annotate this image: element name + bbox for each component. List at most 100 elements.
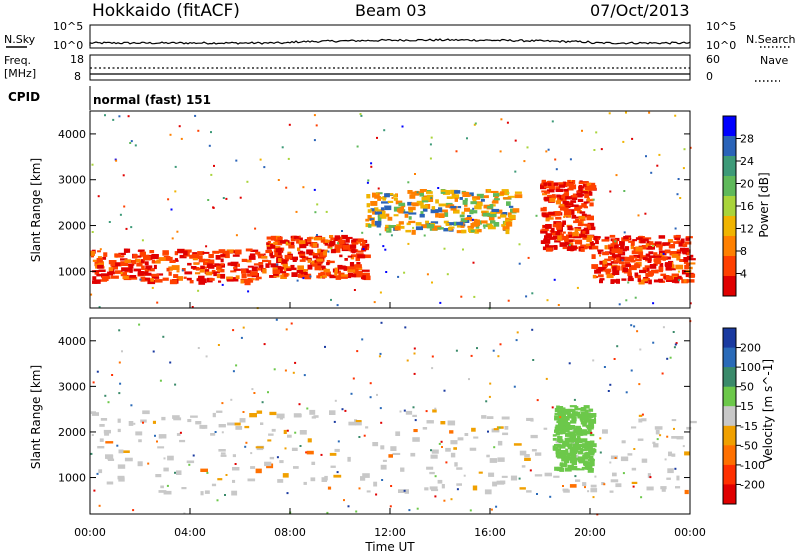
power-cell — [599, 254, 601, 257]
power-cell — [431, 281, 433, 284]
power-cell — [299, 243, 307, 249]
power-cell — [205, 271, 213, 276]
power-colorbar-label-1: 8 — [740, 245, 747, 258]
power-cell — [578, 188, 584, 192]
power-cell — [634, 296, 637, 299]
power-cell — [525, 295, 528, 298]
power-cell — [320, 271, 325, 275]
power-colorbar-label-5: 24 — [740, 155, 754, 168]
power-cell — [197, 129, 200, 132]
velocity-cell — [589, 440, 595, 445]
velocity-cell — [557, 443, 561, 448]
velocity-cell — [163, 467, 169, 472]
power-cell — [314, 265, 322, 271]
power-cell — [170, 208, 173, 211]
power-cell — [422, 200, 429, 203]
power-cell — [241, 268, 247, 274]
velocity-cell — [489, 458, 498, 463]
power-cell — [266, 236, 275, 240]
velocity-cell — [232, 454, 236, 458]
power-cell — [134, 258, 141, 263]
power-cell — [130, 226, 133, 229]
power-cell — [676, 255, 681, 261]
velocity-cell — [211, 483, 217, 487]
power-colorbar-swatch — [723, 276, 736, 297]
power-cell — [548, 185, 555, 190]
velocity-cell — [638, 414, 643, 417]
velocity-cell — [627, 453, 633, 456]
power-cell — [658, 247, 663, 251]
velocity-cell — [554, 444, 559, 447]
power-cell — [220, 258, 224, 263]
power-cell — [490, 211, 496, 214]
power-cell — [628, 240, 635, 243]
velocity-cell — [363, 434, 366, 437]
power-cell — [660, 273, 667, 276]
power-cell — [645, 155, 647, 158]
power-cell — [627, 281, 630, 284]
velocity-cell — [140, 419, 147, 423]
power-cell — [91, 231, 94, 233]
power-cell — [481, 220, 488, 224]
power-cell — [377, 216, 382, 221]
velocity-cell — [468, 378, 470, 381]
velocity-cell — [128, 421, 134, 426]
power-cell — [301, 256, 309, 260]
power-cell — [270, 235, 277, 241]
velocity-cell — [293, 466, 299, 469]
power-cell — [197, 251, 205, 255]
velocity-colorbar-label-2: 50 — [740, 381, 754, 394]
velocity-cell — [571, 441, 579, 445]
velocity-cell — [107, 401, 110, 404]
velocity-cell — [392, 452, 401, 455]
velocity-cell — [324, 345, 326, 348]
velocity-cell — [92, 381, 95, 384]
velocity-cell — [388, 454, 393, 458]
velocity-cell — [564, 442, 568, 447]
power-cell — [562, 200, 569, 206]
power-cell — [555, 216, 562, 220]
power-cell — [147, 265, 151, 270]
power-cell — [470, 223, 474, 228]
power-cell — [477, 229, 479, 232]
power-cell — [156, 301, 159, 304]
velocity-cell — [530, 434, 538, 439]
power-cell — [462, 199, 468, 205]
power-cell — [622, 267, 628, 272]
power-cell — [587, 222, 595, 227]
velocity-cell — [478, 471, 483, 474]
velocity-cell — [571, 416, 577, 422]
power-cell — [653, 255, 662, 258]
power-cell — [442, 190, 451, 195]
power-cell — [218, 280, 222, 283]
velocity-cell — [495, 505, 498, 508]
velocity-cell — [286, 492, 289, 495]
power-cell — [124, 259, 132, 263]
power-cell — [345, 266, 353, 271]
power-cell — [597, 251, 602, 255]
power-cell — [474, 205, 482, 210]
velocity-cell — [232, 370, 235, 373]
velocity-cell — [133, 422, 136, 425]
velocity-cell — [404, 326, 407, 329]
power-cell — [645, 272, 650, 277]
power-cell — [652, 245, 655, 247]
power-cell — [129, 265, 134, 269]
power-cell — [341, 234, 348, 240]
power-cell — [174, 190, 177, 193]
velocity-cell — [562, 485, 564, 487]
power-cell — [604, 258, 612, 262]
power-cell — [351, 242, 359, 245]
power-cell — [500, 212, 508, 216]
power-cell — [224, 253, 230, 259]
velocity-cell — [563, 489, 570, 493]
power-cell — [664, 262, 672, 267]
velocity-cell — [273, 368, 276, 371]
velocity-cell — [105, 454, 113, 459]
velocity-cell — [563, 428, 570, 433]
power-cell — [366, 181, 369, 184]
velocity-cell — [172, 415, 180, 419]
power-cell — [133, 254, 138, 259]
